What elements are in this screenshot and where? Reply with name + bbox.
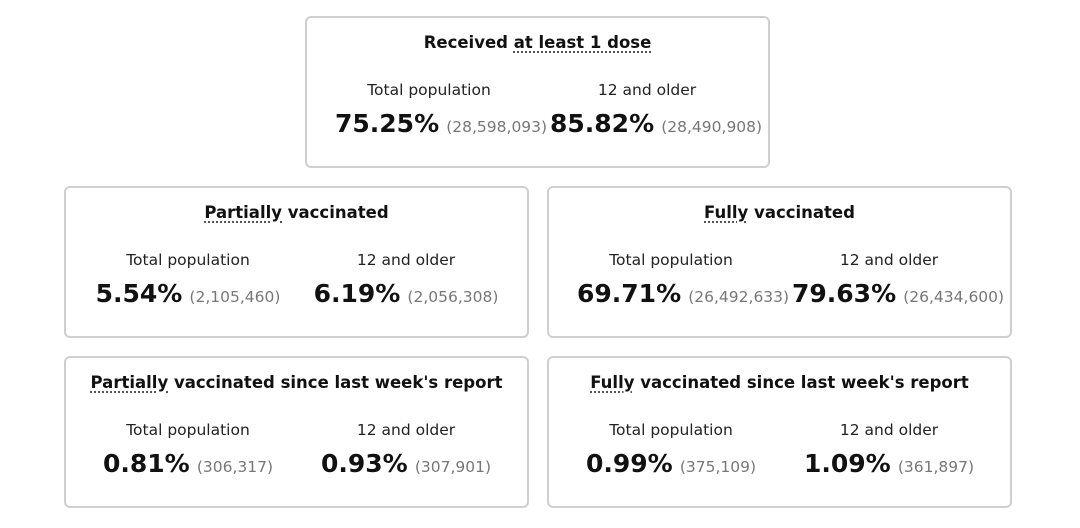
card-received-at-least-1-dose: Received at least 1 dose Total populatio… bbox=[305, 16, 770, 168]
stat-row: 75.25% (28,598,093) bbox=[335, 107, 547, 144]
12-and-older-column: 12 and older 6.19% (2,056,308) bbox=[309, 250, 503, 314]
stat-row: 69.71% (26,492,633) bbox=[577, 277, 789, 314]
percent-value: 69.71% bbox=[577, 279, 682, 308]
card-title: Received at least 1 dose bbox=[307, 32, 768, 54]
column-label: Total population bbox=[126, 251, 250, 269]
column-label: 12 and older bbox=[839, 251, 939, 269]
count-value: (361,897) bbox=[897, 458, 975, 476]
card-title-suffix: vaccinated since last week's report bbox=[168, 373, 503, 392]
card-title-term[interactable]: Partially bbox=[204, 203, 283, 222]
card-title-term[interactable]: Partially bbox=[90, 373, 169, 392]
card-title: Fully vaccinated bbox=[549, 202, 1010, 224]
card-partially-vaccinated-since-last-week: Partially vaccinated since last week's r… bbox=[64, 356, 529, 508]
percent-value: 0.81% bbox=[102, 449, 190, 478]
column-label: Total population bbox=[126, 421, 250, 439]
percent-value: 6.19% bbox=[313, 279, 401, 308]
12-and-older-column: 12 and older 0.93% (307,901) bbox=[309, 420, 503, 484]
count-value: (26,492,633) bbox=[688, 288, 790, 306]
total-population-column: Total population 5.54% (2,105,460) bbox=[94, 250, 282, 314]
card-partially-vaccinated: Partially vaccinated Total population 5.… bbox=[64, 186, 529, 338]
stat-row: 5.54% (2,105,460) bbox=[94, 277, 282, 314]
column-label: 12 and older bbox=[356, 421, 456, 439]
card-title: Partially vaccinated bbox=[66, 202, 527, 224]
percent-value: 1.09% bbox=[803, 449, 891, 478]
card-title-suffix: vaccinated bbox=[282, 203, 389, 222]
card-title-term[interactable]: Fully bbox=[704, 203, 749, 222]
stat-row: 0.99% (375,109) bbox=[577, 447, 765, 484]
12-and-older-column: 12 and older 79.63% (26,434,600) bbox=[792, 250, 1004, 314]
count-value: (2,105,460) bbox=[189, 288, 281, 306]
stat-row: 6.19% (2,056,308) bbox=[309, 277, 503, 314]
12-and-older-column: 12 and older 85.82% (28,490,908) bbox=[550, 80, 762, 144]
12-and-older-column: 12 and older 1.09% (361,897) bbox=[792, 420, 986, 484]
column-label: 12 and older bbox=[356, 251, 456, 269]
total-population-column: Total population 75.25% (28,598,093) bbox=[335, 80, 547, 144]
stat-row: 0.93% (307,901) bbox=[309, 447, 503, 484]
card-fully-vaccinated-since-last-week: Fully vaccinated since last week's repor… bbox=[547, 356, 1012, 508]
column-label: Total population bbox=[609, 251, 733, 269]
percent-value: 79.63% bbox=[792, 279, 897, 308]
count-value: (2,056,308) bbox=[407, 288, 499, 306]
count-value: (306,317) bbox=[196, 458, 274, 476]
total-population-column: Total population 0.99% (375,109) bbox=[577, 420, 765, 484]
card-title: Partially vaccinated since last week's r… bbox=[66, 372, 527, 394]
card-fully-vaccinated: Fully vaccinated Total population 69.71%… bbox=[547, 186, 1012, 338]
card-title-term[interactable]: at least 1 dose bbox=[513, 33, 652, 52]
card-title-suffix: vaccinated since last week's report bbox=[634, 373, 969, 392]
percent-value: 75.25% bbox=[335, 109, 440, 138]
column-label: Total population bbox=[609, 421, 733, 439]
column-label: 12 and older bbox=[839, 421, 939, 439]
percent-value: 0.99% bbox=[585, 449, 673, 478]
percent-value: 5.54% bbox=[95, 279, 183, 308]
count-value: (28,598,093) bbox=[446, 118, 548, 136]
card-title: Fully vaccinated since last week's repor… bbox=[549, 372, 1010, 394]
count-value: (307,901) bbox=[414, 458, 492, 476]
card-title-prefix: Received bbox=[423, 33, 514, 52]
total-population-column: Total population 0.81% (306,317) bbox=[94, 420, 282, 484]
card-title-term[interactable]: Fully bbox=[590, 373, 635, 392]
count-value: (28,490,908) bbox=[661, 118, 763, 136]
percent-value: 85.82% bbox=[550, 109, 655, 138]
column-label: Total population bbox=[367, 81, 491, 99]
card-title-suffix: vaccinated bbox=[748, 203, 855, 222]
count-value: (26,434,600) bbox=[903, 288, 1005, 306]
stat-row: 79.63% (26,434,600) bbox=[792, 277, 1004, 314]
count-value: (375,109) bbox=[679, 458, 757, 476]
percent-value: 0.93% bbox=[320, 449, 408, 478]
stat-row: 0.81% (306,317) bbox=[94, 447, 282, 484]
stat-row: 1.09% (361,897) bbox=[792, 447, 986, 484]
total-population-column: Total population 69.71% (26,492,633) bbox=[577, 250, 789, 314]
column-label: 12 and older bbox=[597, 81, 697, 99]
stat-row: 85.82% (28,490,908) bbox=[550, 107, 762, 144]
